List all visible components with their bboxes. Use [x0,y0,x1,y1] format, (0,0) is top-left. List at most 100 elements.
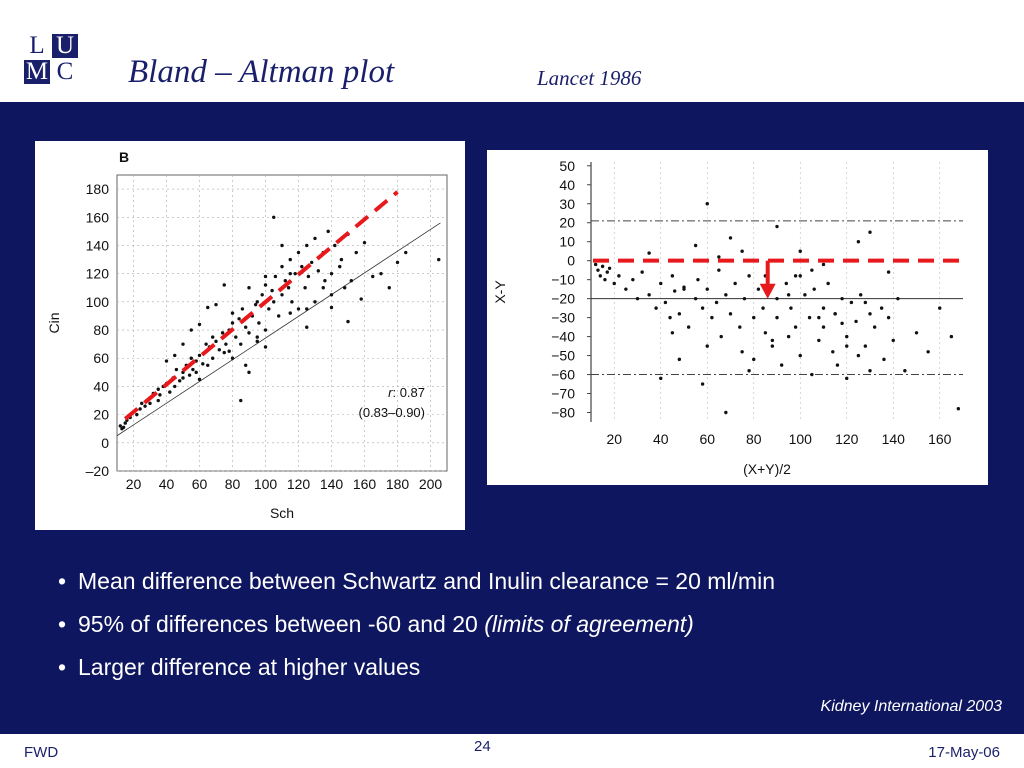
data-point [211,335,215,339]
data-point [267,307,271,311]
y-axis-label: Cin [46,312,62,333]
data-point [886,270,891,274]
data-point [821,306,826,310]
data-point [189,328,193,332]
data-point [222,350,226,355]
data-point [696,277,700,282]
data-point [693,296,698,301]
data-point [255,339,259,344]
logo-letter-l: L [24,33,50,58]
data-point [821,325,826,329]
y-tick-label: −50 [551,348,575,364]
data-point [387,286,391,290]
x-axis-label: (X+Y)/2 [743,461,791,477]
bullet-text: 95% of differences between -60 and 20 [78,611,485,637]
data-point [775,296,779,301]
data-point [140,401,144,406]
data-point [798,353,802,358]
data-point [305,307,309,311]
data-point [164,359,169,363]
data-point [896,296,900,301]
data-point [840,321,844,326]
data-point [714,300,719,305]
y-tick-label: 60 [93,350,109,366]
source-citation: Kidney International 2003 [820,698,1002,715]
data-point [343,286,347,290]
y-tick-label: 120 [86,266,110,282]
data-point [617,274,621,278]
data-point [817,338,821,343]
y-tick-label: 80 [93,322,109,338]
x-tick-label: 20 [606,431,622,447]
x-tick-label: 160 [928,431,952,447]
data-point [214,339,218,344]
data-point [670,274,675,278]
data-point [247,286,251,290]
data-point [230,311,235,315]
data-point [321,286,325,290]
data-point [240,307,245,311]
data-point [178,379,182,383]
data-point [700,382,705,386]
data-point [173,384,177,389]
bullet-list: • Mean difference between Schwartz and In… [58,560,998,689]
data-point [807,315,812,320]
data-point [949,334,954,339]
data-point [798,274,802,278]
data-point [280,293,284,297]
y-tick-label: 20 [559,215,575,231]
y-tick-label: 40 [559,177,575,193]
data-point [770,338,775,343]
data-point [849,300,854,305]
y-tick-label: 20 [93,407,109,423]
data-point [724,293,728,297]
y-tick-label: −20 [551,291,575,307]
data-point [224,342,228,346]
y-tick-label: −70 [551,386,575,402]
data-point [600,264,605,269]
data-point [323,279,327,283]
data-point [752,315,756,320]
data-point [784,281,788,286]
y-tick-label: −80 [551,405,575,421]
x-tick-label: 100 [789,431,813,447]
correlation-symbol: r [388,385,393,400]
data-point [817,315,821,320]
data-point [197,322,202,327]
y-tick-label: −40 [551,329,575,345]
data-point [239,398,243,403]
data-point [286,286,291,290]
data-point [263,328,268,332]
data-point [181,376,185,380]
page-number: 24 [474,738,491,755]
data-point [775,315,779,320]
data-point [187,373,192,377]
data-point [717,268,721,272]
data-point [217,348,221,352]
bland-altman-chart: 20 40 60 80 100 120 140 16050403020100−10−20−30… [492,158,967,477]
data-point [135,412,139,417]
data-point [263,283,268,287]
data-point [761,306,765,310]
data-point [717,255,721,259]
data-point [868,230,872,234]
data-point [237,317,241,321]
data-point [280,264,284,269]
data-point [845,376,849,381]
data-point [230,356,235,360]
x-tick-label: 60 [699,431,715,447]
data-point [886,315,891,320]
data-point [255,300,259,304]
confidence-interval-label: (0.83–0.90) [359,405,426,420]
slide-title: Bland – Altman plot [128,54,395,90]
data-point [329,271,334,276]
data-point [189,356,193,360]
data-point [313,236,317,241]
data-point [826,281,830,286]
data-point [260,293,264,297]
data-point [845,344,849,348]
data-point [738,325,742,329]
data-point [724,410,728,415]
data-point [872,325,877,329]
data-point [624,287,628,291]
